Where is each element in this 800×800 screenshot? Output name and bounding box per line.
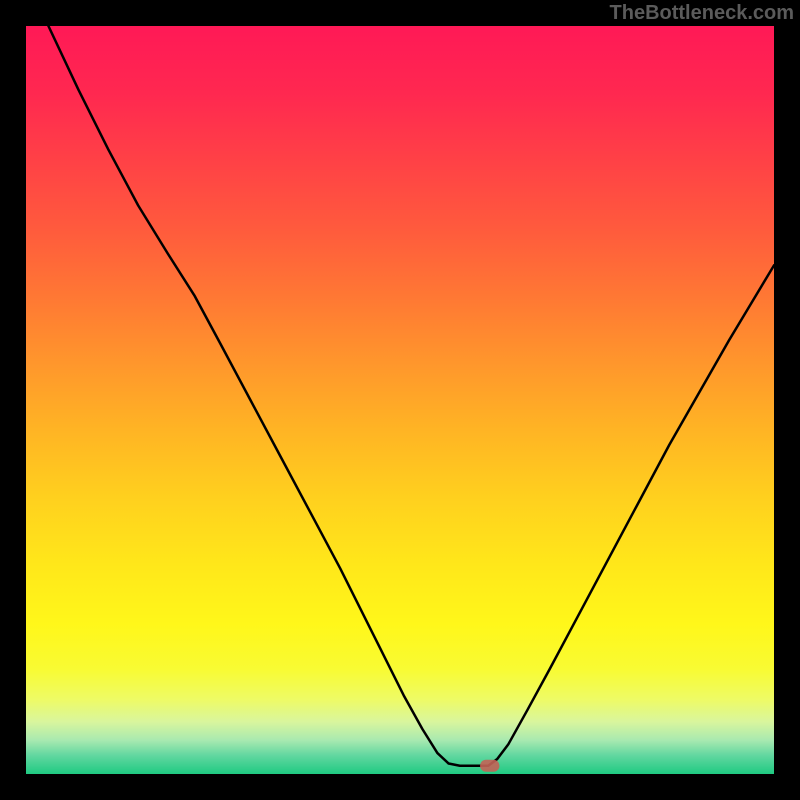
watermark-text: TheBottleneck.com	[610, 2, 794, 25]
chart-frame: TheBottleneck.com	[0, 0, 800, 800]
chart-svg	[0, 0, 800, 800]
chart-background	[26, 26, 774, 774]
optimal-point-marker	[480, 760, 499, 772]
